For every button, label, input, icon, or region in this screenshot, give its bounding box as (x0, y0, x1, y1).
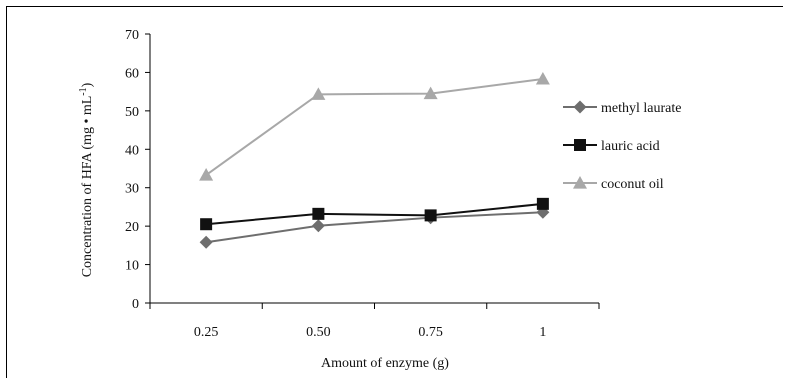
y-tick-label: 40 (125, 143, 139, 158)
y-axis-title-close: ) (80, 82, 95, 87)
data-point (311, 219, 325, 233)
x-tick-label: 0.50 (306, 325, 331, 340)
x-tick-label: 1 (539, 325, 546, 340)
data-point (200, 218, 213, 231)
series-lauric-acid (200, 197, 549, 231)
data-point (311, 87, 326, 100)
x-axis: 0.25 0.50 0.75 1 (149, 302, 600, 340)
legend-marker (573, 100, 587, 114)
legend: methyl laurate lauric acid coconut oil (563, 100, 681, 192)
legend-marker (573, 176, 587, 189)
y-axis-title-superscript: -1 (78, 87, 89, 95)
legend-item: methyl laurate (563, 100, 681, 116)
data-point (424, 209, 437, 222)
legend-item: coconut oil (563, 176, 664, 192)
series-line (205, 211, 543, 244)
series-methyl-laurate (199, 205, 550, 249)
y-axis-title: Concentration of HFA (mg • mL-1) (78, 82, 95, 277)
x-axis-title: Amount of enzyme (g) (321, 356, 449, 371)
y-tick-label: 20 (125, 220, 139, 235)
y-tick-label: 30 (125, 182, 139, 197)
x-tick-label: 0.75 (418, 325, 443, 340)
y-tick-label: 0 (132, 297, 139, 312)
legend-marker (574, 139, 586, 151)
data-point (535, 71, 550, 85)
legend-label: methyl laurate (601, 101, 681, 116)
data-point (199, 168, 214, 181)
y-tick-label: 70 (125, 28, 139, 43)
series-line (206, 202, 543, 226)
data-point (312, 207, 325, 220)
data-point (423, 86, 438, 100)
series-lines (199, 71, 550, 249)
legend-label: coconut oil (601, 177, 664, 192)
data-point (536, 197, 549, 210)
legend-item: lauric acid (563, 139, 660, 154)
y-tick-label: 50 (125, 105, 139, 120)
legend-label: lauric acid (601, 139, 660, 154)
series-line (205, 77, 544, 176)
y-axis-title-main: Concentration of HFA (mg • mL (80, 96, 95, 278)
data-point (199, 235, 213, 249)
y-tick-label: 60 (125, 66, 139, 81)
y-axis: 0 10 20 30 40 50 60 70 (125, 28, 151, 312)
series-coconut-oil (199, 71, 550, 181)
x-tick-label: 0.25 (194, 325, 219, 340)
y-tick-label: 10 (125, 259, 139, 274)
chart-frame (6, 6, 783, 378)
